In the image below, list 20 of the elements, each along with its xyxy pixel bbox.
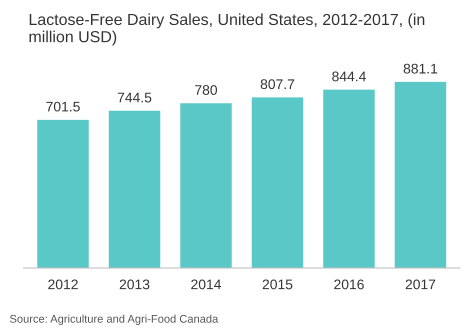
x-tick-label: 2016 — [334, 279, 364, 290]
data-label: 744.5 — [118, 92, 152, 102]
bar — [180, 103, 232, 268]
bar — [108, 110, 160, 268]
chart-title: Lactose-Free Dairy Sales, United States, 2012-2017, (in million USD) — [30, 13, 424, 46]
bar — [323, 90, 375, 268]
data-label: 881.1 — [404, 64, 438, 74]
bar — [37, 120, 89, 268]
x-tick-label: 2013 — [120, 279, 150, 290]
x-tick-label: 2012 — [48, 279, 78, 290]
source-note: Source: Agriculture and Agri-Food Canada — [10, 314, 218, 325]
data-label: 844.4 — [332, 72, 366, 82]
x-tick-label: 2014 — [191, 279, 222, 290]
x-tick-label: 2015 — [262, 279, 292, 290]
data-label: 780 — [195, 85, 218, 95]
bar — [394, 82, 446, 268]
data-label: 701.5 — [46, 102, 80, 112]
bar — [252, 97, 304, 268]
data-label: 807.7 — [260, 79, 294, 90]
x-tick-label: 2017 — [406, 279, 436, 290]
